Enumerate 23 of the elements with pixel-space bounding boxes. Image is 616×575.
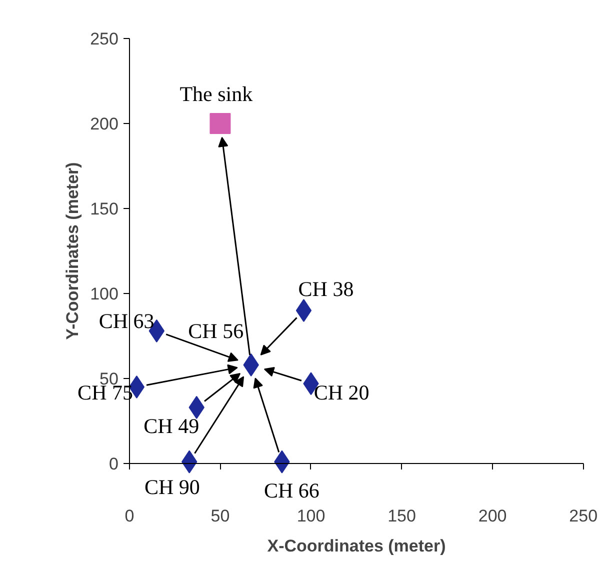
annotation: CH 63	[98, 308, 154, 333]
annotation: CH 66	[264, 478, 320, 502]
point	[210, 113, 231, 134]
y-tick-label: 200	[90, 114, 118, 134]
y-axis-title: Y-Coordinates (meter)	[63, 162, 82, 340]
y-tick-label: 150	[90, 200, 118, 219]
x-tick-label: 50	[210, 506, 230, 526]
y-tick-label: 0	[108, 454, 118, 474]
annotation: CH 90	[144, 475, 200, 500]
annotation: CH 56	[188, 319, 244, 344]
annotation: CH 38	[298, 276, 354, 301]
annotation: CH 49	[144, 414, 200, 438]
x-tick-label: 0	[124, 506, 134, 526]
annotation: CH 20	[314, 380, 370, 405]
y-tick-label: 100	[90, 284, 118, 304]
point	[296, 299, 312, 322]
x-tick-label: 150	[388, 506, 416, 526]
x-axis-title: X-Coordinates (meter)	[267, 536, 446, 556]
x-tick-label: 100	[296, 506, 326, 526]
y-tick-label: 250	[90, 30, 118, 49]
x-tick-label: 250	[569, 506, 598, 526]
x-tick-label: 200	[478, 506, 507, 526]
annotation: The sink	[180, 82, 254, 106]
